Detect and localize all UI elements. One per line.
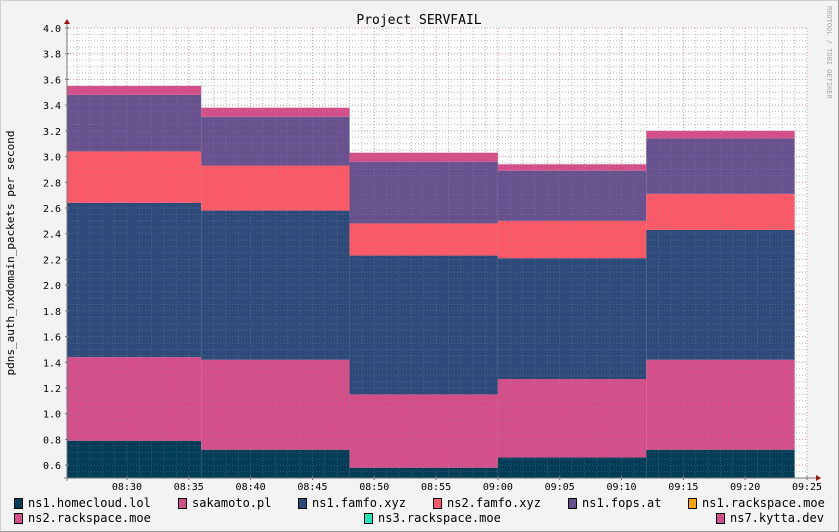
legend-swatch bbox=[178, 498, 187, 509]
area-segment-ns1-famfo-xyz bbox=[201, 210, 350, 360]
y-tick-label: 1.6 bbox=[43, 333, 61, 344]
legend-label: ns7.kytta.dev bbox=[730, 511, 824, 525]
area-segment-ns1-fops-at bbox=[646, 138, 795, 194]
area-segment-sakamoto-pl bbox=[497, 379, 647, 458]
area-segment-sakamoto-pl bbox=[67, 357, 202, 441]
x-axis-arrow bbox=[816, 475, 821, 481]
y-tick-label: 3.2 bbox=[43, 127, 61, 138]
area-segment-ns2-famfo-xyz bbox=[497, 220, 647, 259]
legend-label: ns1.fops.at bbox=[582, 496, 662, 510]
y-tick-label: 3.8 bbox=[43, 50, 61, 61]
area-segment-ns1-famfo-xyz bbox=[349, 255, 498, 395]
legend-label: ns1.homecloud.lol bbox=[28, 496, 151, 510]
legend-label: sakamoto.pl bbox=[192, 496, 272, 510]
area-segment-ns7-kytta-dev bbox=[646, 130, 795, 139]
area-segment-ns1-fops-at bbox=[497, 170, 647, 221]
x-tick-label: 09:20 bbox=[730, 482, 760, 493]
y-tick-label: 2.4 bbox=[43, 230, 61, 241]
y-tick-label: 1.4 bbox=[43, 358, 61, 369]
legend-item: sakamoto.pl bbox=[178, 497, 271, 510]
y-tick-label: 1.2 bbox=[43, 384, 61, 395]
area-segment-sakamoto-pl bbox=[201, 359, 350, 450]
legend-label: ns1.rackspace.moe bbox=[702, 496, 825, 510]
area-segment-sakamoto-pl bbox=[646, 359, 795, 450]
area-segment-ns1-fops-at bbox=[201, 116, 350, 166]
y-tick-label: 3.4 bbox=[43, 101, 61, 112]
area-segment-ns2-famfo-xyz bbox=[201, 165, 350, 211]
chart-title: Project SERVFAIL bbox=[356, 13, 481, 28]
area-segment-ns1-homecloud-lol bbox=[497, 457, 647, 478]
y-tick-label: 4.0 bbox=[43, 24, 61, 35]
y-axis-arrow bbox=[64, 19, 70, 24]
area-segment-ns1-fops-at bbox=[67, 94, 202, 152]
legend-swatch bbox=[14, 513, 23, 524]
y-axis-label: pdns_auth_nxdomain_packets per second bbox=[4, 130, 17, 375]
y-tick-label: 2.6 bbox=[43, 204, 61, 215]
legend-swatch bbox=[298, 498, 307, 509]
legend-item: ns1.rackspace.moe bbox=[688, 497, 825, 510]
legend-label: ns2.rackspace.moe bbox=[28, 511, 151, 525]
x-tick-label: 09:05 bbox=[545, 482, 575, 493]
legend-swatch bbox=[433, 498, 442, 509]
area-segment-ns1-famfo-xyz bbox=[646, 229, 795, 360]
legend-item: ns3.rackspace.moe bbox=[364, 512, 501, 525]
legend-swatch bbox=[364, 513, 373, 524]
x-tick-label: 09:25 bbox=[792, 482, 822, 493]
legend-swatch bbox=[688, 498, 697, 509]
legend-label: ns2.famfo.xyz bbox=[447, 496, 541, 510]
area-segment-ns1-homecloud-lol bbox=[67, 440, 202, 478]
legend-label: ns3.rackspace.moe bbox=[378, 511, 501, 525]
legend-swatch bbox=[14, 498, 23, 509]
y-tick-label: 1.0 bbox=[43, 410, 61, 421]
area-segment-sakamoto-pl bbox=[349, 394, 498, 468]
y-tick-label: 0.8 bbox=[43, 435, 61, 446]
y-tick-label: 2.2 bbox=[43, 255, 61, 266]
area-segment-ns1-fops-at bbox=[349, 161, 498, 224]
area-segment-ns7-kytta-dev bbox=[201, 107, 350, 117]
area-segment-ns7-kytta-dev bbox=[349, 152, 498, 162]
area-segment-ns2-famfo-xyz bbox=[67, 151, 202, 203]
legend-swatch bbox=[568, 498, 577, 509]
x-tick-label: 08:40 bbox=[236, 482, 266, 493]
area-segment-ns1-homecloud-lol bbox=[646, 449, 795, 478]
legend-item: ns2.rackspace.moe bbox=[14, 512, 151, 525]
legend-label: ns1.famfo.xyz bbox=[312, 496, 406, 510]
legend-item: ns1.fops.at bbox=[568, 497, 661, 510]
x-tick-label: 08:45 bbox=[297, 482, 327, 493]
x-tick-label: 08:30 bbox=[112, 482, 142, 493]
watermark: RRDTOOL / TOBI OETIKER bbox=[825, 6, 833, 100]
y-tick-label: 2.0 bbox=[43, 281, 61, 292]
legend-item: ns1.famfo.xyz bbox=[298, 497, 406, 510]
x-tick-label: 09:15 bbox=[668, 482, 698, 493]
y-tick-label: 0.6 bbox=[43, 461, 61, 472]
x-tick-label: 09:00 bbox=[483, 482, 513, 493]
x-tick-label: 08:35 bbox=[174, 482, 204, 493]
y-tick-label: 3.6 bbox=[43, 75, 61, 86]
area-segment-ns1-famfo-xyz bbox=[67, 202, 202, 358]
y-tick-label: 1.8 bbox=[43, 307, 61, 318]
area-segment-ns1-homecloud-lol bbox=[201, 449, 350, 478]
area-segment-ns2-famfo-xyz bbox=[646, 193, 795, 230]
x-tick-label: 08:55 bbox=[421, 482, 451, 493]
area-segment-ns7-kytta-dev bbox=[497, 164, 647, 171]
area-segment-ns1-homecloud-lol bbox=[349, 467, 498, 478]
x-tick-label: 08:50 bbox=[359, 482, 389, 493]
legend-item: ns2.famfo.xyz bbox=[433, 497, 541, 510]
area-segment-ns7-kytta-dev bbox=[67, 85, 202, 95]
y-tick-label: 3.0 bbox=[43, 153, 61, 164]
area-segment-ns2-famfo-xyz bbox=[349, 223, 498, 256]
x-tick-label: 09:10 bbox=[606, 482, 636, 493]
legend-item: ns7.kytta.dev bbox=[716, 512, 824, 525]
area-segment-ns1-famfo-xyz bbox=[497, 258, 647, 379]
legend-item: ns1.homecloud.lol bbox=[14, 497, 151, 510]
legend-swatch bbox=[716, 513, 725, 524]
y-tick-label: 2.8 bbox=[43, 178, 61, 189]
